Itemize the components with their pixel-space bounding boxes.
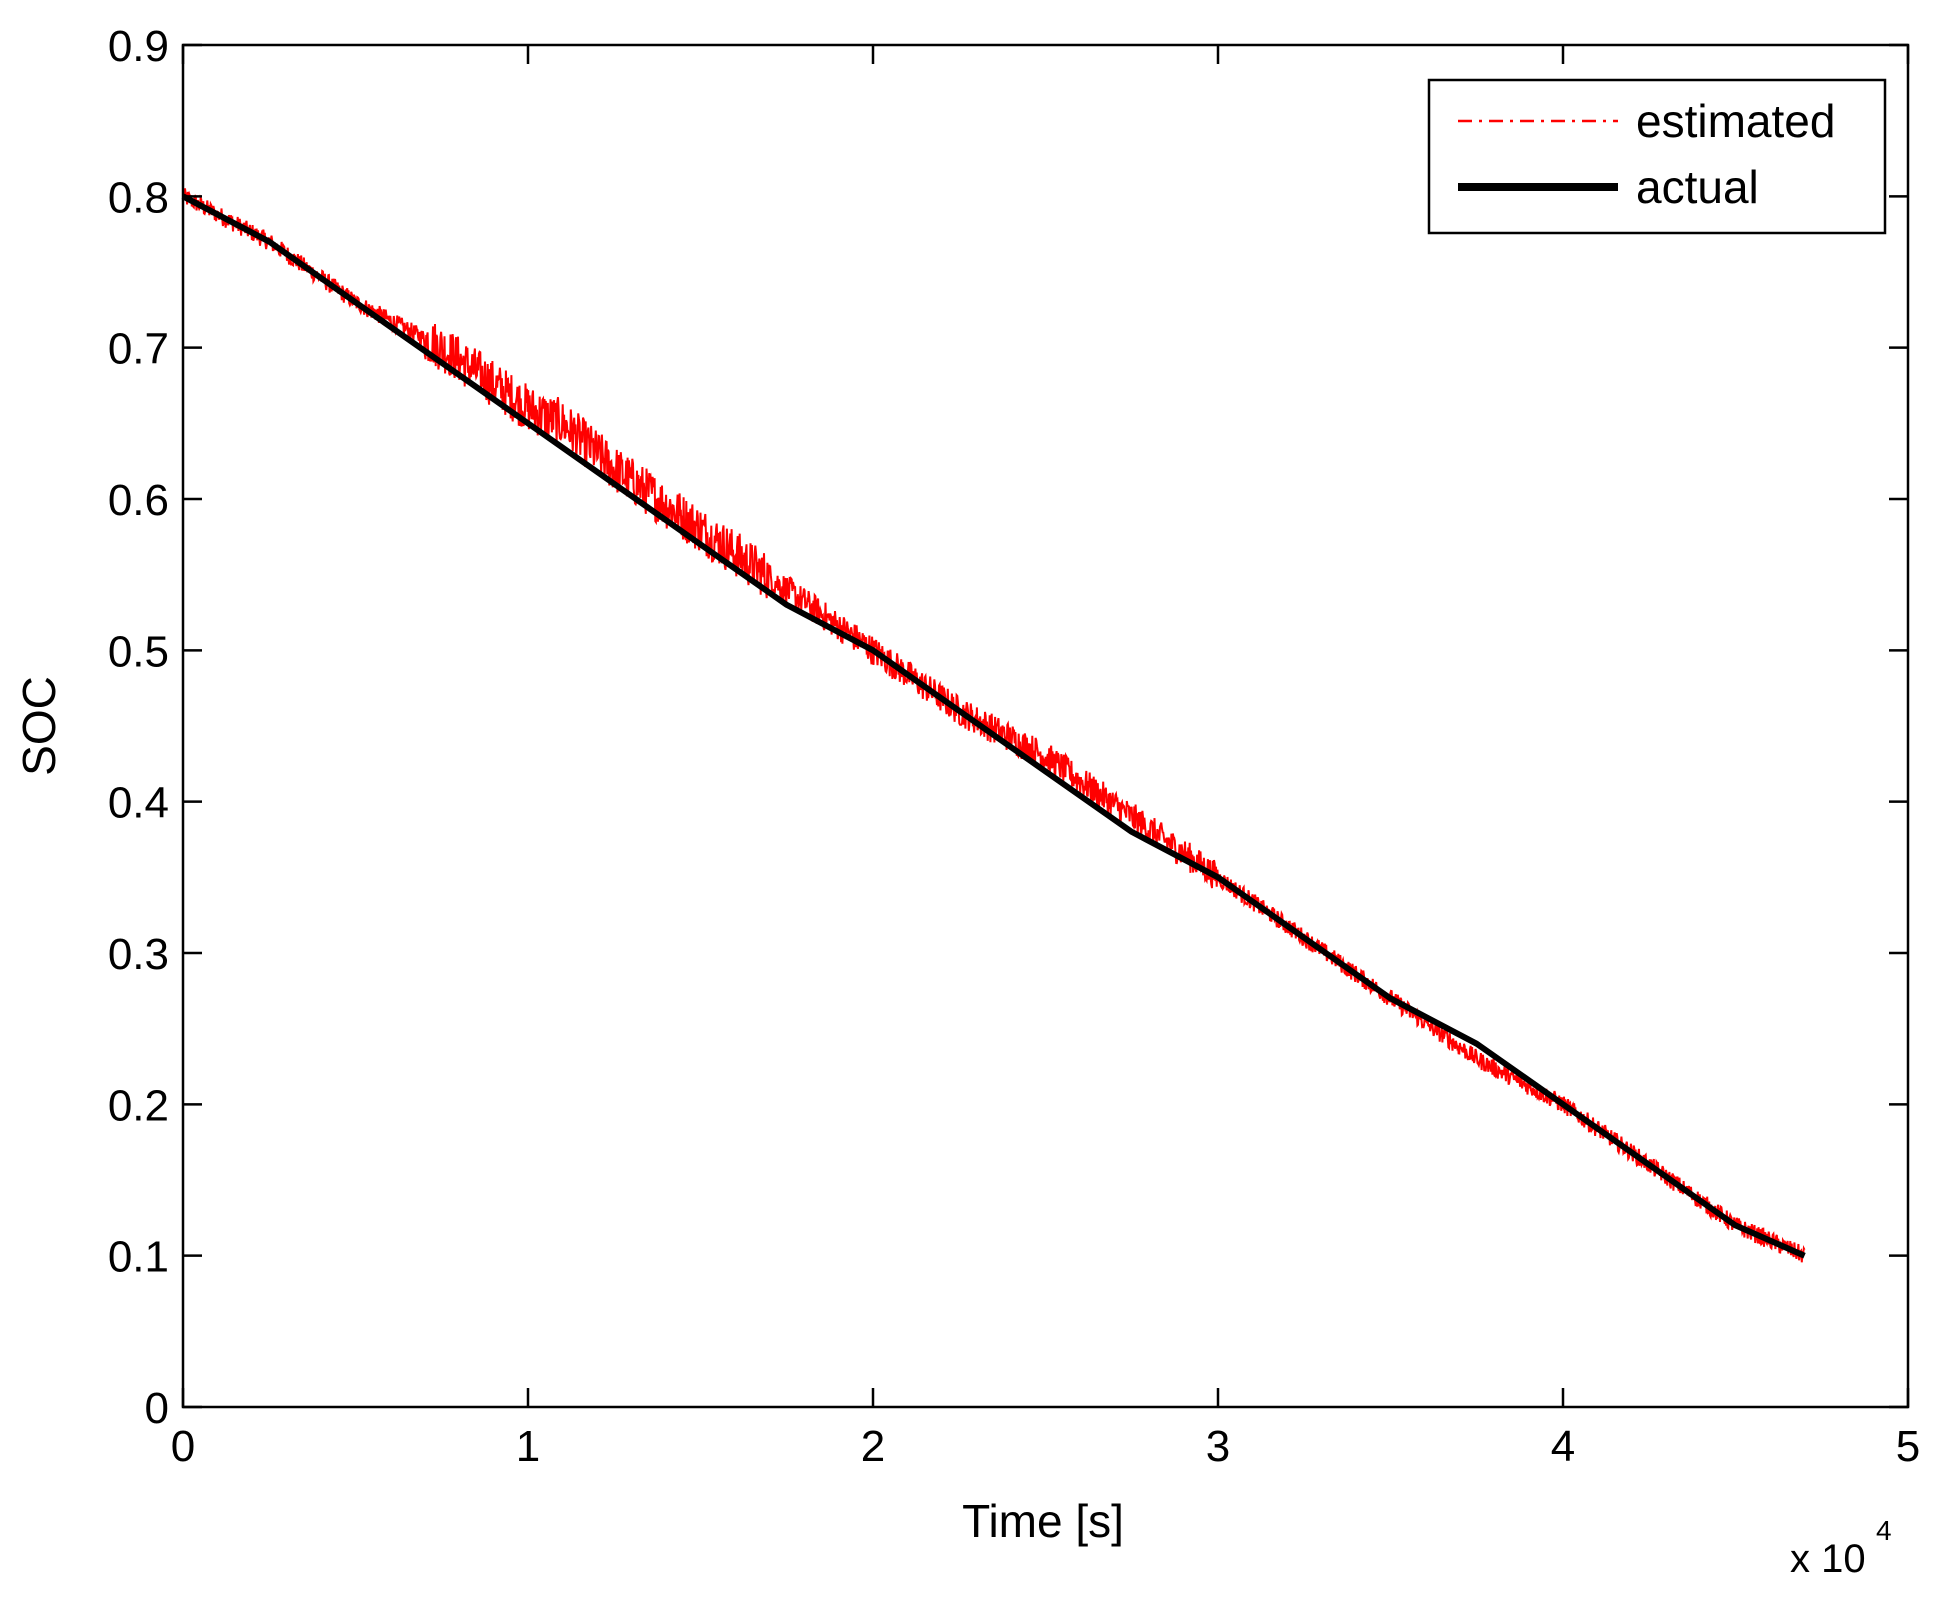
y-tick-label-3: 0.3 [108,930,169,979]
x-multiplier-exponent: 4 [1876,1515,1892,1546]
legend: estimated actual [1427,78,1887,235]
y-tick-label-7: 0.7 [108,325,169,374]
x-tick-label-2: 2 [861,1422,885,1471]
plot-area [183,45,1908,1407]
y-tick-label-0: 0 [145,1384,169,1433]
series-estimated-line [182,188,1806,1263]
x-multiplier-base: x 10 [1790,1537,1866,1581]
label-layer: 0 1 2 3 4 5 0 0.1 0.2 0.3 0.4 0.5 0.6 0.7 0.8 0.9 [108,22,1920,1471]
legend-label-estimated: estimated [1636,95,1835,147]
x-tick-label-5: 5 [1896,1422,1920,1471]
y-tick-label-2: 0.2 [108,1081,169,1130]
x-tick-label-1: 1 [516,1422,540,1471]
series-actual-line [181,193,1806,1259]
y-tick-label-6: 0.6 [108,476,169,525]
y-axis-label: SOC [13,676,65,776]
x-multiplier: x 10 4 [1790,1515,1892,1581]
x-tick-label-3: 3 [1206,1422,1230,1471]
x-tick-label-4: 4 [1551,1422,1575,1471]
plot-frame [181,43,1910,1409]
y-tick-label-5: 0.5 [108,627,169,676]
legend-label-actual: actual [1636,161,1759,213]
y-tick-label-1: 0.1 [108,1233,169,1282]
series-layer [181,188,1806,1263]
y-tick-label-9: 0.9 [108,22,169,71]
x-axis-label: Time [s] [962,1495,1124,1547]
x-tick-label-0: 0 [171,1422,195,1471]
y-tick-label-8: 0.8 [108,173,169,222]
y-tick-label-4: 0.4 [108,779,169,828]
legend-box [1427,78,1887,235]
